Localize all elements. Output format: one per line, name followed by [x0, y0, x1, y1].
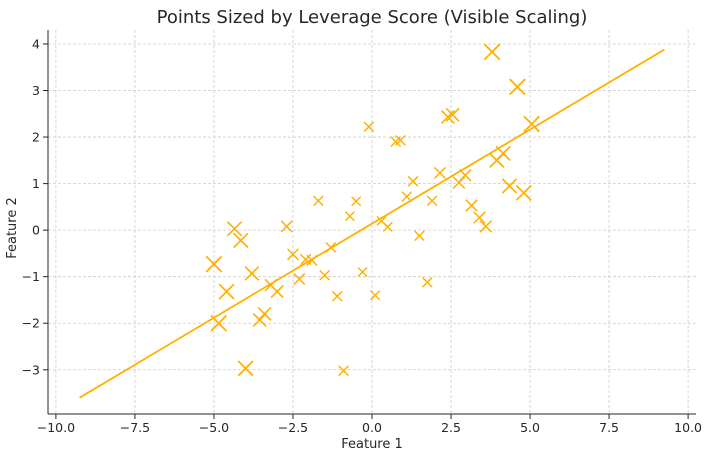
data-point-marker: [237, 360, 254, 377]
y-tick-label: 2: [32, 130, 40, 145]
data-point-marker: [257, 306, 272, 321]
data-point-marker: [306, 254, 318, 267]
data-point-marker: [426, 195, 438, 207]
data-point-marker: [473, 211, 486, 224]
data-point-marker: [489, 152, 505, 169]
data-point-marker: [382, 221, 393, 232]
chart-title: Points Sized by Leverage Score (Visible …: [157, 7, 588, 28]
y-tick-label: 1: [32, 176, 40, 191]
data-point-marker: [421, 276, 433, 288]
y-tick-label: 3: [32, 83, 40, 98]
data-point-marker: [351, 196, 362, 207]
data-point-marker: [445, 107, 460, 122]
x-tick-label: −5.0: [199, 420, 229, 435]
data-point-marker: [325, 242, 337, 253]
data-points: [205, 43, 540, 377]
data-point-marker: [244, 266, 260, 281]
x-tick-label: −10.0: [37, 420, 75, 435]
y-tick-label: 4: [32, 36, 40, 51]
data-point-marker: [433, 166, 446, 179]
data-point-marker: [293, 273, 306, 286]
data-point-marker: [218, 283, 235, 300]
data-point-marker: [414, 230, 425, 242]
data-point-marker: [270, 284, 284, 299]
data-point-marker: [286, 248, 299, 261]
x-tick-label: 7.5: [599, 420, 619, 435]
x-tick-label: 5.0: [520, 420, 540, 435]
x-axis-label: Feature 1: [341, 437, 403, 452]
data-point-marker: [233, 232, 249, 249]
data-point-marker: [331, 290, 343, 302]
data-point-marker: [395, 134, 406, 146]
data-point-marker: [479, 220, 493, 233]
x-tick-label: −7.5: [120, 420, 150, 435]
x-tick-label: 0.0: [362, 420, 382, 435]
y-tick-label: −1: [22, 269, 40, 284]
data-point-marker: [483, 43, 501, 61]
grid: [48, 30, 696, 414]
data-point-marker: [210, 314, 228, 332]
data-point-marker: [252, 312, 267, 327]
x-tick-label: 10.0: [674, 420, 702, 435]
axes: −10.0 −7.5 −5.0 −2.5 0.0 2.5 5.0 7.5 10.0 −3 −2 −1 0…: [22, 30, 702, 435]
data-point-marker: [363, 121, 375, 133]
y-tick-label: −3: [22, 362, 40, 377]
data-point-marker: [344, 211, 355, 222]
x-tick-label: −2.5: [278, 420, 308, 435]
data-point-marker: [312, 195, 324, 207]
data-point-marker: [338, 365, 349, 377]
data-point-marker: [515, 184, 532, 201]
data-point-marker: [440, 110, 455, 125]
y-tick-label: 0: [32, 223, 40, 238]
regression-line-layer: [79, 48, 665, 399]
data-point-marker: [319, 269, 330, 281]
data-point-marker: [523, 115, 540, 133]
data-point-marker: [357, 267, 368, 278]
x-tick-label: 2.5: [441, 420, 461, 435]
data-point-marker: [280, 220, 293, 233]
regression-line: [79, 48, 665, 399]
data-point-marker: [407, 175, 419, 187]
data-point-marker: [401, 191, 413, 202]
data-point-marker: [501, 178, 518, 194]
data-point-marker: [452, 176, 466, 190]
y-axis-label: Feature 2: [5, 197, 20, 259]
data-point-marker: [370, 290, 381, 301]
data-point-marker: [509, 78, 526, 96]
data-point-marker: [226, 221, 243, 237]
y-tick-label: −2: [22, 316, 40, 331]
data-point-marker: [458, 168, 472, 182]
data-point-marker: [205, 255, 223, 273]
data-point-marker: [465, 199, 478, 212]
